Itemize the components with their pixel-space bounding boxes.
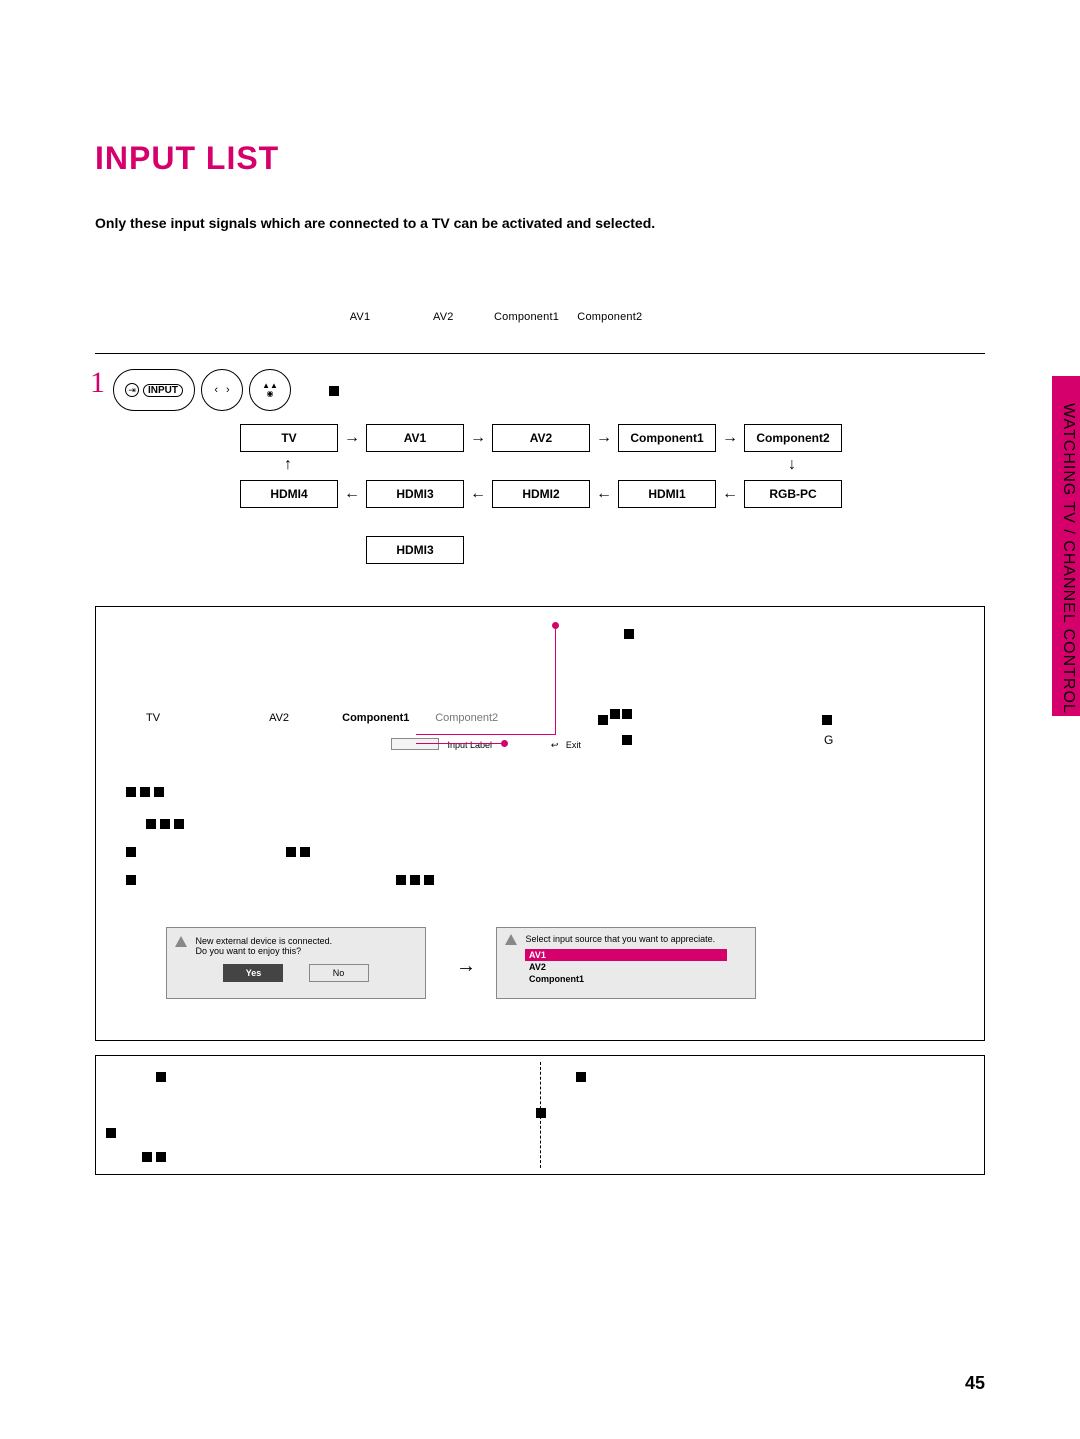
top-input-labels: AV1 AV2 Component1 Component2 xyxy=(95,311,985,323)
decorative-square xyxy=(160,819,170,829)
popup-select-source: Select input source that you want to app… xyxy=(496,927,756,999)
flow-node: TV xyxy=(240,424,338,452)
decorative-square xyxy=(106,1128,116,1138)
chevron-right-icon: › xyxy=(226,384,230,396)
decorative-square xyxy=(300,847,310,857)
page-number: 45 xyxy=(965,1373,985,1394)
decorative-square xyxy=(174,819,184,829)
arrow-up-icon: ↑ xyxy=(284,456,292,474)
source-item[interactable]: Component1 xyxy=(525,973,727,985)
warning-icon xyxy=(175,936,187,947)
panel-label: TV xyxy=(146,712,266,724)
mini-toolbar: Input Label ↩ Exit xyxy=(391,735,581,753)
arrow-right-icon: → xyxy=(338,429,366,447)
nav-left-right-button[interactable]: ‹ › xyxy=(201,369,243,411)
top-label: AV2 xyxy=(403,311,483,323)
source-item-selected[interactable]: AV1 xyxy=(525,949,727,961)
yes-button[interactable]: Yes xyxy=(223,964,283,982)
decorative-square xyxy=(156,1152,166,1162)
flow-node: HDMI4 xyxy=(240,480,338,508)
flow-node: Component2 xyxy=(744,424,842,452)
flow-node: HDMI2 xyxy=(492,480,590,508)
flow-node: HDMI3 xyxy=(366,480,464,508)
arrow-left-icon: ← xyxy=(338,485,366,503)
decorative-square xyxy=(610,709,620,719)
decorative-square xyxy=(126,875,136,885)
popup-text-line1: New external device is connected. xyxy=(196,936,333,946)
input-label-text: Input Label xyxy=(447,740,492,750)
exit-icon: ↩ xyxy=(551,740,559,750)
decorative-square xyxy=(424,875,434,885)
popup-text-line2: Do you want to enjoy this? xyxy=(196,946,302,956)
top-label: Component2 xyxy=(570,311,650,323)
input-button-label: INPUT xyxy=(143,384,183,397)
decorative-square xyxy=(286,847,296,857)
arrow-left-icon: ← xyxy=(464,485,492,503)
flow-node: HDMI1 xyxy=(618,480,716,508)
panel-label: Component1 xyxy=(342,712,432,724)
decorative-square xyxy=(140,787,150,797)
input-remote-button[interactable]: ⇥ INPUT xyxy=(113,369,195,411)
popup-title: Select input source that you want to app… xyxy=(526,934,716,944)
decorative-square xyxy=(329,386,339,396)
arrow-right-icon: → xyxy=(716,429,744,447)
g-label: G xyxy=(824,733,833,747)
arrow-right-icon: → xyxy=(464,429,492,447)
arrow-right-icon: → xyxy=(590,429,618,447)
chevron-left-icon: ‹ xyxy=(214,384,218,396)
decorative-square xyxy=(576,1072,586,1082)
arrow-right-icon: → xyxy=(456,955,476,978)
section-label: WATCHING TV / CHANNEL CONTROL xyxy=(1059,403,1077,714)
page-title: INPUT LIST xyxy=(95,140,985,177)
connector-line xyxy=(416,743,504,744)
decorative-square xyxy=(598,715,608,725)
decorative-square xyxy=(126,787,136,797)
decorative-square xyxy=(536,1108,546,1118)
decorative-square xyxy=(126,847,136,857)
decorative-square xyxy=(146,819,156,829)
flow-node: HDMI3 xyxy=(366,536,464,564)
connector-dot xyxy=(501,740,508,747)
triangle-up-icon: ▲▲ xyxy=(262,383,278,389)
decorative-square xyxy=(624,629,634,639)
flow-node: Component1 xyxy=(618,424,716,452)
top-label: Component1 xyxy=(487,311,567,323)
arrow-left-icon: ← xyxy=(716,485,744,503)
decorative-square xyxy=(410,875,420,885)
flow-node: AV2 xyxy=(492,424,590,452)
multi-dir-button[interactable]: ▲▲ ◉ xyxy=(249,369,291,411)
panel-label: AV2 xyxy=(269,712,339,724)
decorative-square xyxy=(154,787,164,797)
circle-target-icon: ◉ xyxy=(267,390,274,398)
input-icon: ⇥ xyxy=(125,383,139,397)
no-button[interactable]: No xyxy=(309,964,369,982)
decorative-square xyxy=(622,735,632,745)
step-number: 1 xyxy=(90,366,105,400)
decorative-square xyxy=(822,715,832,725)
divider xyxy=(95,353,985,354)
decorative-square xyxy=(142,1152,152,1162)
decorative-square xyxy=(396,875,406,885)
top-label: AV1 xyxy=(320,311,400,323)
exit-label: Exit xyxy=(566,740,581,750)
page-subtitle: Only these input signals which are conne… xyxy=(95,215,985,231)
arrow-down-icon: ↓ xyxy=(788,456,796,474)
decorative-square xyxy=(156,1072,166,1082)
decorative-square xyxy=(622,709,632,719)
warning-icon xyxy=(505,934,517,945)
popup-new-device: New external device is connected. Do you… xyxy=(166,927,426,999)
source-item[interactable]: AV2 xyxy=(525,961,727,973)
flow-node: RGB-PC xyxy=(744,480,842,508)
panel-label: Component2 xyxy=(435,712,525,724)
arrow-left-icon: ← xyxy=(590,485,618,503)
flow-node: AV1 xyxy=(366,424,464,452)
